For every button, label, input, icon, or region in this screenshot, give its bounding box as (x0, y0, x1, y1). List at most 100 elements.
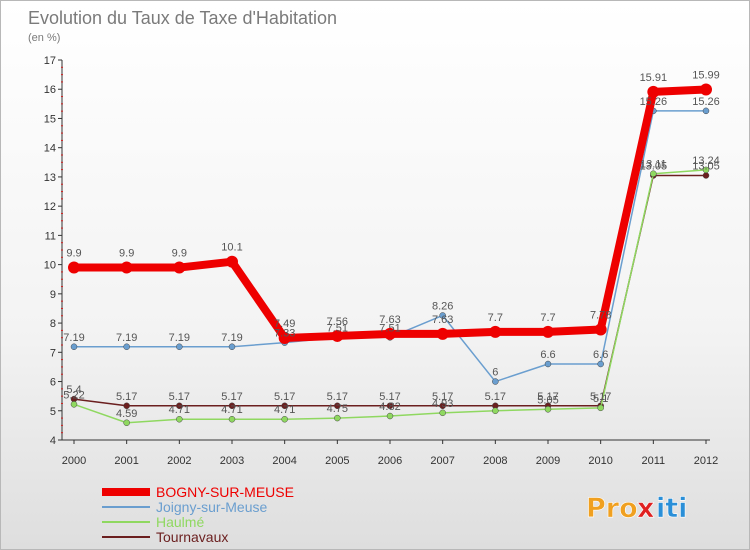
y-minor-tick (61, 315, 63, 317)
x-tick-label: 2008 (483, 455, 507, 467)
y-minor-tick (61, 329, 63, 331)
y-minor-tick (61, 191, 63, 193)
y-minor-tick (61, 249, 63, 251)
point-haulm- (544, 406, 552, 413)
point-bogny-sur-meuse (120, 261, 133, 274)
y-minor-tick (61, 373, 63, 375)
data-label-bogny-sur-meuse: 9.9 (119, 248, 134, 260)
data-label-tournavaux: 5.17 (221, 391, 242, 403)
x-tick-label: 2000 (62, 455, 86, 467)
point-bogny-sur-meuse (331, 329, 344, 342)
y-minor-tick (61, 132, 63, 134)
x-tick-label: 2006 (378, 455, 402, 467)
data-label-haulm-: 5.05 (537, 394, 558, 406)
y-minor-tick (61, 74, 63, 76)
point-haulm- (334, 414, 341, 422)
data-label-haulm-: 13.24 (692, 155, 720, 167)
y-minor-tick (61, 402, 63, 404)
point-joigny-sur-meuse (70, 343, 78, 351)
point-tournavaux (228, 402, 236, 410)
data-label-haulm-: 4.82 (379, 401, 400, 413)
data-label-bogny-sur-meuse: 10.1 (221, 242, 242, 254)
data-label-tournavaux: 5.17 (590, 391, 611, 403)
point-tournavaux (123, 402, 130, 410)
point-haulm- (650, 170, 657, 177)
chart-subtitle: (en %) (28, 32, 60, 44)
data-label-bogny-sur-meuse: 9.9 (66, 248, 81, 260)
x-tick-label: 2005 (325, 455, 349, 467)
data-label-tournavaux: 5.17 (274, 391, 295, 403)
y-minor-tick (61, 388, 63, 390)
point-haulm- (386, 412, 394, 420)
data-label-haulm-: 13.11 (640, 159, 667, 171)
y-minor-tick (61, 125, 63, 127)
point-bogny-sur-meuse (384, 327, 396, 340)
data-label-tournavaux: 5.17 (169, 391, 190, 403)
data-label-bogny-sur-meuse: 7.78 (590, 310, 611, 322)
y-minor-tick (61, 337, 63, 339)
y-tick-label: 15 (44, 113, 56, 125)
y-minor-tick (61, 161, 63, 163)
point-haulm- (281, 415, 288, 423)
y-minor-tick (61, 300, 63, 302)
point-bogny-sur-meuse (226, 255, 238, 268)
x-tick-label: 2007 (430, 455, 454, 467)
data-label-haulm-: 5.1 (593, 393, 608, 405)
data-label-haulm-: 4.71 (169, 404, 190, 416)
y-tick-label: 8 (50, 318, 56, 330)
point-haulm- (702, 166, 710, 174)
brand-mid: x (637, 493, 654, 524)
y-minor-tick (61, 242, 63, 244)
point-haulm- (123, 419, 130, 427)
legend-label: Tournavaux (156, 529, 228, 545)
point-haulm- (597, 404, 604, 412)
data-label-bogny-sur-meuse: 7.49 (274, 318, 295, 330)
data-label-joigny-sur-meuse: 7.19 (169, 332, 190, 344)
y-minor-tick (61, 212, 63, 214)
data-label-haulm-: 4.93 (432, 398, 453, 410)
y-minor-tick (61, 395, 63, 397)
x-tick-label: 2009 (536, 455, 560, 467)
x-tick-label: 2012 (694, 455, 718, 467)
point-joigny-sur-meuse (492, 378, 499, 385)
data-label-tournavaux: 13.05 (692, 160, 720, 172)
data-label-tournavaux: 5.17 (116, 391, 137, 403)
point-joigny-sur-meuse (544, 360, 552, 368)
y-tick-label: 13 (44, 172, 56, 184)
y-tick-label: 6 (50, 377, 56, 389)
data-label-bogny-sur-meuse: 7.7 (540, 312, 555, 324)
point-bogny-sur-meuse (647, 85, 660, 98)
point-tournavaux (281, 402, 288, 410)
legend-label: BOGNY-SUR-MEUSE (156, 484, 294, 500)
x-tick-label: 2010 (588, 455, 612, 467)
y-minor-tick (61, 278, 63, 280)
brand-prefix: Pro (586, 493, 638, 524)
data-label-bogny-sur-meuse: 7.7 (488, 312, 503, 324)
point-haulm- (492, 407, 499, 415)
y-minor-tick (61, 169, 63, 171)
y-minor-tick (61, 103, 63, 105)
data-label-joigny-sur-meuse: 15.26 (692, 96, 720, 108)
point-joigny-sur-meuse (228, 343, 236, 351)
data-label-joigny-sur-meuse: 7.51 (379, 322, 400, 334)
x-tick-label: 2003 (220, 455, 244, 467)
y-tick-label: 17 (44, 55, 56, 67)
y-tick-label: 9 (50, 289, 56, 301)
point-haulm- (439, 409, 446, 417)
y-minor-tick (61, 139, 63, 141)
x-tick-label: 2001 (114, 455, 138, 467)
y-tick-label: 12 (44, 201, 56, 213)
data-label-joigny-sur-meuse: 7.19 (221, 332, 242, 344)
data-label-joigny-sur-meuse: 6.6 (593, 349, 608, 361)
y-minor-tick (61, 256, 63, 258)
data-label-bogny-sur-meuse: 15.99 (692, 70, 720, 82)
data-label-bogny-sur-meuse: 7.63 (432, 314, 453, 326)
point-bogny-sur-meuse (700, 83, 712, 96)
data-label-joigny-sur-meuse: 7.33 (274, 328, 295, 340)
point-joigny-sur-meuse (176, 343, 183, 351)
y-minor-tick (61, 271, 63, 273)
y-tick-label: 5 (50, 406, 56, 418)
data-label-haulm-: 4.75 (327, 403, 348, 415)
